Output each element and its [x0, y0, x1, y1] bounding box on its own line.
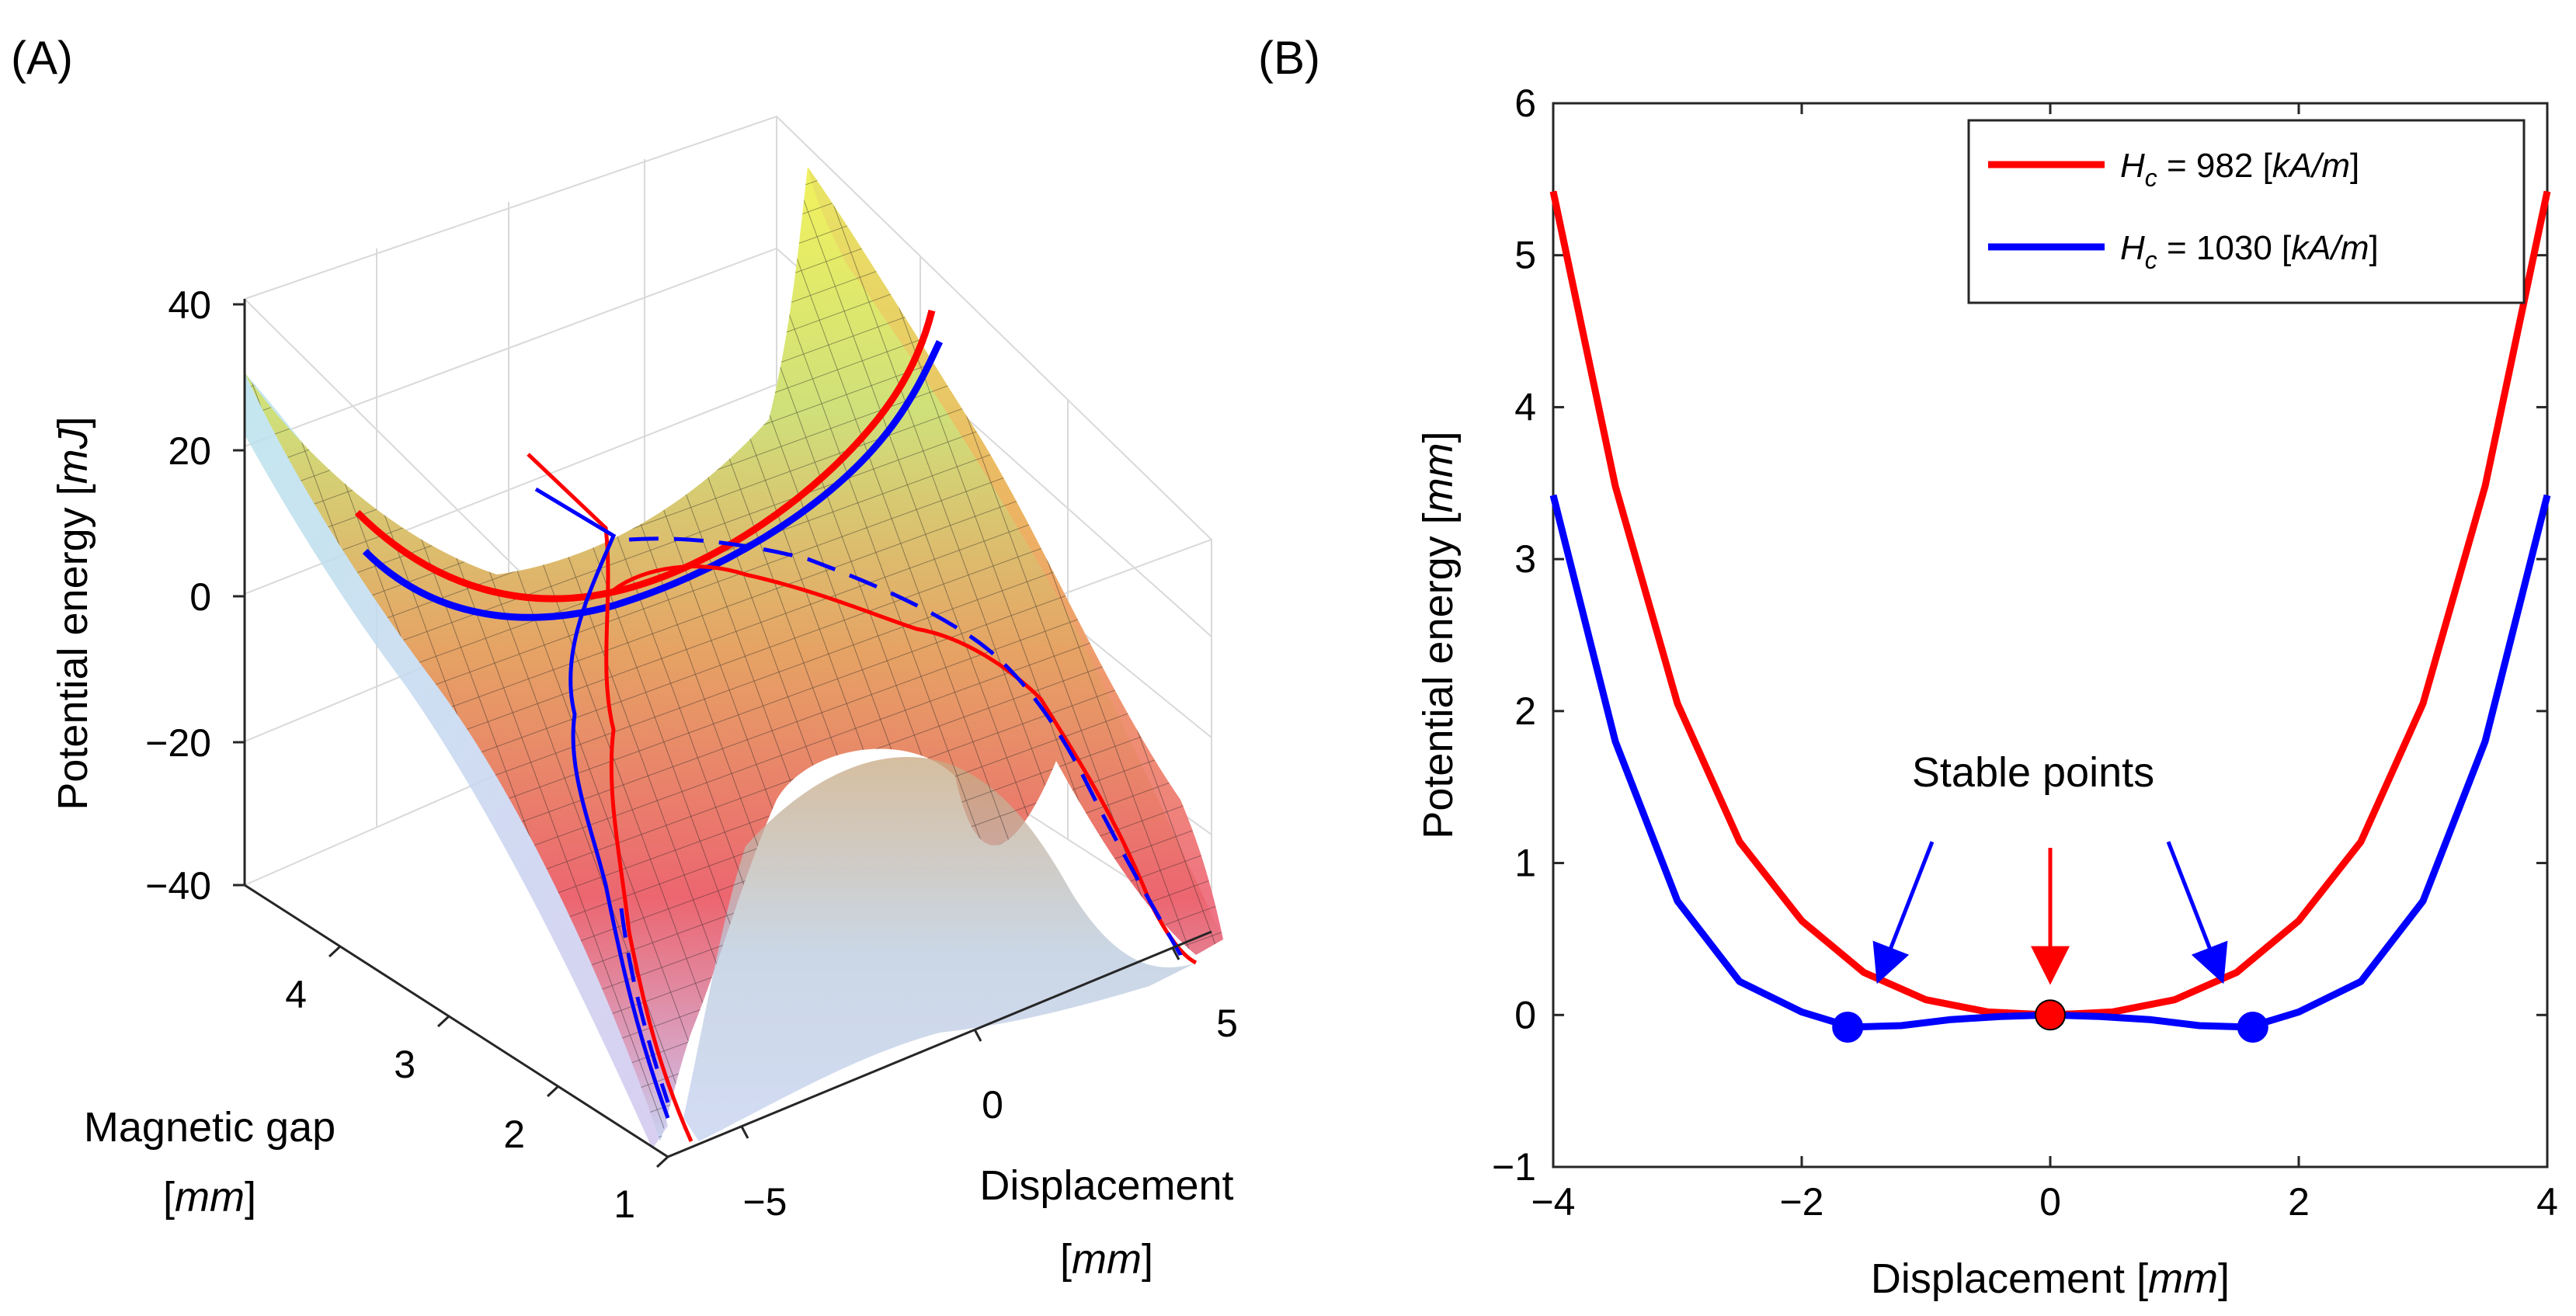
legend-box [1967, 119, 2526, 304]
panel-b: (B) −1 0 1 2 3 4 5 6 −4 −2 0 2 4 Stable points Pote… [1258, 32, 2558, 1302]
panel-b-x-ticks: −4 −2 0 2 4 [1531, 103, 2558, 1224]
y-tick-label: 0 [1514, 993, 1536, 1036]
stable-points-annotation: Stable points [1912, 749, 2154, 796]
stable-point-marker [2035, 999, 2066, 1031]
panel-b-label: (B) [1258, 32, 1320, 84]
z-tick-label: −20 [145, 721, 211, 765]
panel-a-disp-axis-title-line1: Displacement [979, 1162, 1233, 1209]
z-tick-label: −40 [145, 864, 211, 908]
disp-tick-label: 0 [982, 1083, 1003, 1127]
y-tick-label: 2 [1514, 689, 1536, 733]
surface-left-wall [245, 373, 668, 1149]
panel-b-x-axis-title: Displacement [mm] [1871, 1255, 2230, 1302]
red-curve-top [354, 309, 936, 602]
stable-point-marker [2237, 1011, 2268, 1043]
legend-label-blue: Hc = 1030 [kA/m] [2120, 229, 2379, 274]
surface-curves [354, 309, 1198, 1143]
y-tick-label: 6 [1514, 82, 1536, 125]
z-tick-label: 20 [168, 429, 211, 473]
y-tick-label: 5 [1514, 234, 1536, 277]
disp-tick-label: −5 [742, 1180, 787, 1224]
red-curve-valley [527, 453, 694, 1143]
z-tick-label: 40 [168, 283, 211, 327]
surface-ridge [683, 756, 1196, 1141]
y-tick-label: 4 [1514, 385, 1536, 429]
z-tick-label: 0 [189, 575, 211, 619]
panel-b-legend: Hc = 982 [kA/m] Hc = 1030 [kA/m] [1967, 119, 2526, 304]
panel-a-label: (A) [11, 32, 73, 84]
gap-tick-label: 4 [285, 973, 307, 1016]
energy-surface [245, 167, 1223, 1149]
x-tick-label: −4 [1531, 1180, 1575, 1224]
panel-b-markers [1832, 999, 2268, 1043]
gap-tick-label: 2 [503, 1113, 525, 1156]
panel-a-gap-axis-title-line1: Magnetic gap [84, 1104, 335, 1151]
panel-a-disp-axis-title-line2: [mm] [1060, 1236, 1153, 1283]
x-tick-label: 0 [2039, 1180, 2061, 1224]
panel-b-arrows [1872, 841, 2228, 985]
annotation-arrow [2166, 841, 2228, 984]
panel-a-gap-axis-title-line2: [mm] [163, 1174, 256, 1221]
y-tick-label: −1 [1492, 1145, 1536, 1189]
gap-tick-label: 3 [394, 1043, 415, 1086]
x-tick-label: 4 [2536, 1180, 2558, 1224]
stable-point-marker [1832, 1011, 1864, 1043]
panel-a-z-ticks: 40 20 0 −20 −40 [145, 283, 211, 908]
gap-tick-label: 1 [614, 1182, 635, 1226]
surface-mesh [245, 167, 1223, 1141]
disp-tick-label: 5 [1216, 1002, 1238, 1045]
panel-a-gap-ticks: 4 3 2 1 [285, 973, 635, 1226]
x-tick-label: 2 [2288, 1180, 2310, 1224]
y-tick-label: 1 [1514, 842, 1536, 885]
panel-a-z-axis-title: Potential energy [mJ] [50, 416, 96, 810]
x-tick-label: −2 [1779, 1180, 1823, 1224]
panel-a-disp-ticks: −5 0 5 [742, 1002, 1237, 1224]
panel-a: (A) [11, 32, 1238, 1283]
annotation-arrow [1872, 841, 1935, 984]
blue-curve-dashed-left [619, 908, 670, 1103]
blue-curve-valley [534, 487, 670, 1119]
y-tick-label: 3 [1514, 537, 1536, 581]
legend-label-red: Hc = 982 [kA/m] [2120, 147, 2359, 192]
panel-b-y-axis-title: Potential energy [mm] [1415, 431, 1462, 839]
blue-curve-dashed [628, 536, 1183, 957]
panel-a-axes [233, 299, 1212, 1168]
panel-b-y-ticks: −1 0 1 2 3 4 5 6 [1492, 82, 2547, 1189]
